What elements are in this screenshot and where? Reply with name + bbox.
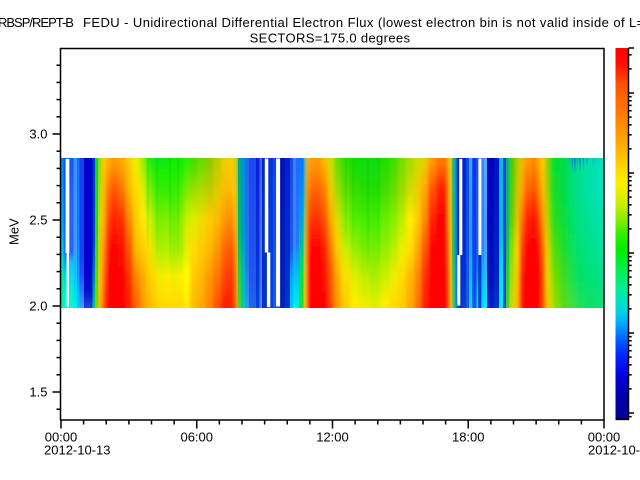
svg-text:18:00: 18:00 xyxy=(452,430,485,445)
svg-text:00:00: 00:00 xyxy=(588,430,621,445)
svg-text:2.0: 2.0 xyxy=(29,299,47,314)
svg-text:00:00: 00:00 xyxy=(45,430,78,445)
svg-text:RBSP/REPT-B: RBSP/REPT-B xyxy=(0,15,73,30)
svg-text:2012-10-13: 2012-10-13 xyxy=(44,443,111,458)
svg-text:2012-10-14: 2012-10-14 xyxy=(588,443,640,458)
svg-text:12:00: 12:00 xyxy=(316,430,349,445)
svg-text:MeV: MeV xyxy=(7,218,22,245)
svg-text:SECTORS=175.0 degrees: SECTORS=175.0 degrees xyxy=(250,31,411,46)
svg-text:1.5: 1.5 xyxy=(29,385,47,400)
svg-text:FEDU - Unidirectional Differen: FEDU - Unidirectional Differential Elect… xyxy=(83,15,640,30)
svg-text:06:00: 06:00 xyxy=(180,430,213,445)
svg-text:2.5: 2.5 xyxy=(29,213,47,228)
svg-text:3.0: 3.0 xyxy=(29,127,47,142)
